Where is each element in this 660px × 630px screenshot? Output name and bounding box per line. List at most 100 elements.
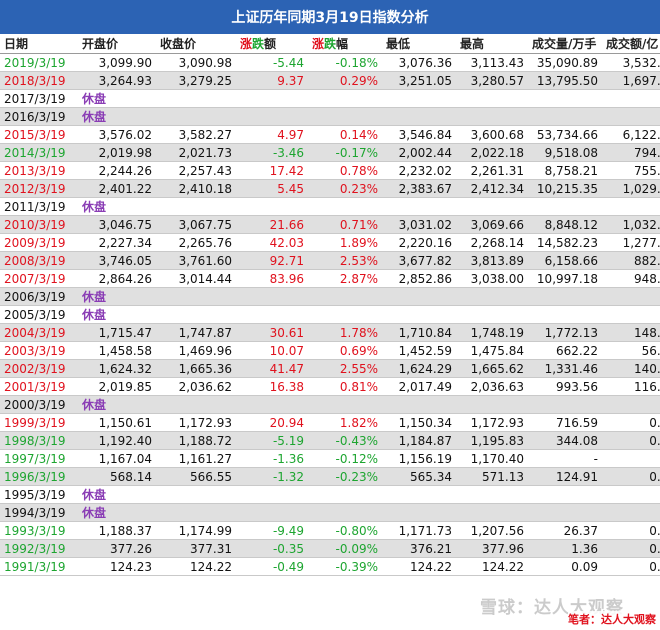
cell-volume: 993.56 <box>528 377 602 396</box>
cell-suspend: 休盘 <box>78 305 156 324</box>
cell-high-price: 1,195.83 <box>456 431 528 450</box>
cell-date: 1995/3/19 <box>0 485 78 504</box>
table-row: 2004/3/19 1,715.47 1,747.87 30.61 1.78% 1,710… <box>0 323 660 342</box>
cell-change: 21.66 <box>236 215 308 234</box>
cell-date: 2001/3/19 <box>0 377 78 396</box>
col-header-volume: 成交量/万手 <box>528 34 602 54</box>
cell-date: 2014/3/19 <box>0 143 78 162</box>
cell-high-price: 2,036.63 <box>456 377 528 396</box>
cell-low-price: 2,232.02 <box>382 161 456 180</box>
cell-date: 2018/3/19 <box>0 71 78 90</box>
cell-empty <box>456 503 528 522</box>
cell-open-price: 3,264.93 <box>78 71 156 90</box>
cell-empty <box>528 107 602 126</box>
cell-amount: 0.01 <box>602 413 660 432</box>
cell-volume: 124.91 <box>528 467 602 486</box>
cell-close-price: 1,174.99 <box>156 521 236 540</box>
cell-change-pct: 0.78% <box>308 161 382 180</box>
cell-volume: 716.59 <box>528 413 602 432</box>
cell-low-price: 3,251.05 <box>382 71 456 90</box>
cell-empty <box>236 395 308 414</box>
cell-empty <box>528 395 602 414</box>
cell-high-price: 571.13 <box>456 467 528 486</box>
cell-close-price: 3,761.60 <box>156 251 236 270</box>
cell-date: 1992/3/19 <box>0 539 78 558</box>
table-row: 2009/3/19 2,227.34 2,265.76 42.03 1.89% 2,220… <box>0 233 660 252</box>
cell-high-price: 3,038.00 <box>456 269 528 288</box>
cell-empty <box>382 395 456 414</box>
cell-open-price: 3,576.02 <box>78 125 156 144</box>
cell-empty <box>382 485 456 504</box>
col-header-open: 开盘价 <box>78 34 156 54</box>
sheet-title: 上证历年同期3月19日指数分析 <box>0 0 660 34</box>
table-row: 2014/3/19 2,019.98 2,021.73 -3.46 -0.17% 2,00… <box>0 143 660 162</box>
cell-change-pct: 0.23% <box>308 179 382 198</box>
cell-change: -1.36 <box>236 449 308 468</box>
table-row: 2010/3/19 3,046.75 3,067.75 21.66 0.71% 3,031… <box>0 215 660 234</box>
cell-empty <box>528 503 602 522</box>
cell-change: -1.32 <box>236 467 308 486</box>
cell-volume: 662.22 <box>528 341 602 360</box>
cell-amount: 1,697.72 <box>602 71 660 90</box>
cell-empty <box>308 89 382 108</box>
cell-date: 2004/3/19 <box>0 323 78 342</box>
cell-empty <box>156 197 236 216</box>
cell-change-pct: 0.14% <box>308 125 382 144</box>
cell-close-price: 3,067.75 <box>156 215 236 234</box>
table-row: 2012/3/19 2,401.22 2,410.18 5.45 0.23% 2,383.… <box>0 179 660 198</box>
cell-date: 2017/3/19 <box>0 89 78 108</box>
cell-volume: 344.08 <box>528 431 602 450</box>
table-row: 1994/3/19 休盘 <box>0 503 660 522</box>
cell-date: 1993/3/19 <box>0 521 78 540</box>
table-row: 2016/3/19 休盘 <box>0 107 660 126</box>
cell-empty <box>528 305 602 324</box>
suspend-label: 休盘 <box>82 506 107 520</box>
cell-high-price: 3,280.57 <box>456 71 528 90</box>
cell-empty <box>236 89 308 108</box>
cell-empty <box>156 107 236 126</box>
cell-empty <box>602 107 660 126</box>
table-row: 2017/3/19 休盘 <box>0 89 660 108</box>
index-table: 日期 开盘价 收盘价 涨跌额 涨跌幅 最低 最高 成交量/万手 成交额/亿 20… <box>0 34 660 576</box>
cell-high-price: 1,170.40 <box>456 449 528 468</box>
cell-date: 2000/3/19 <box>0 395 78 414</box>
cell-empty <box>308 305 382 324</box>
cell-amount: 0.00 <box>602 467 660 486</box>
table-row: 1992/3/19 377.26 377.31 -0.35 -0.09% 376.21 37… <box>0 539 660 558</box>
cell-change: -9.49 <box>236 521 308 540</box>
cell-volume: 10,997.18 <box>528 269 602 288</box>
cell-open-price: 3,099.90 <box>78 53 156 72</box>
cell-open-price: 2,227.34 <box>78 233 156 252</box>
cell-change: 9.37 <box>236 71 308 90</box>
cell-empty <box>382 503 456 522</box>
cell-close-price: 1,747.87 <box>156 323 236 342</box>
col-header-high: 最高 <box>456 34 528 54</box>
cell-empty <box>382 287 456 306</box>
header-row: 日期 开盘价 收盘价 涨跌额 涨跌幅 最低 最高 成交量/万手 成交额/亿 <box>0 34 660 54</box>
cell-amount: 148.78 <box>602 323 660 342</box>
cell-volume: 1,331.46 <box>528 359 602 378</box>
cell-low-price: 1,184.87 <box>382 431 456 450</box>
cell-empty <box>156 287 236 306</box>
cell-amount: 116.01 <box>602 377 660 396</box>
table-row: 2015/3/19 3,576.02 3,582.27 4.97 0.14% 3,546.… <box>0 125 660 144</box>
cell-close-price: 566.55 <box>156 467 236 486</box>
col-header-close: 收盘价 <box>156 34 236 54</box>
cell-empty <box>308 395 382 414</box>
cell-date: 2012/3/19 <box>0 179 78 198</box>
cell-empty <box>236 287 308 306</box>
cell-empty <box>236 503 308 522</box>
cell-close-price: 3,014.44 <box>156 269 236 288</box>
cell-open-price: 1,192.40 <box>78 431 156 450</box>
cell-amount: 1,032.12 <box>602 215 660 234</box>
cell-amount: 56.47 <box>602 341 660 360</box>
cell-high-price: 3,600.68 <box>456 125 528 144</box>
header-suffix: 幅 <box>336 37 349 51</box>
cell-low-price: 1,624.29 <box>382 359 456 378</box>
cell-close-price: 2,265.76 <box>156 233 236 252</box>
cell-empty <box>456 485 528 504</box>
suspend-label: 休盘 <box>82 488 107 502</box>
table-row: 2011/3/19 休盘 <box>0 197 660 216</box>
cell-close-price: 1,161.27 <box>156 449 236 468</box>
cell-open-price: 2,864.26 <box>78 269 156 288</box>
